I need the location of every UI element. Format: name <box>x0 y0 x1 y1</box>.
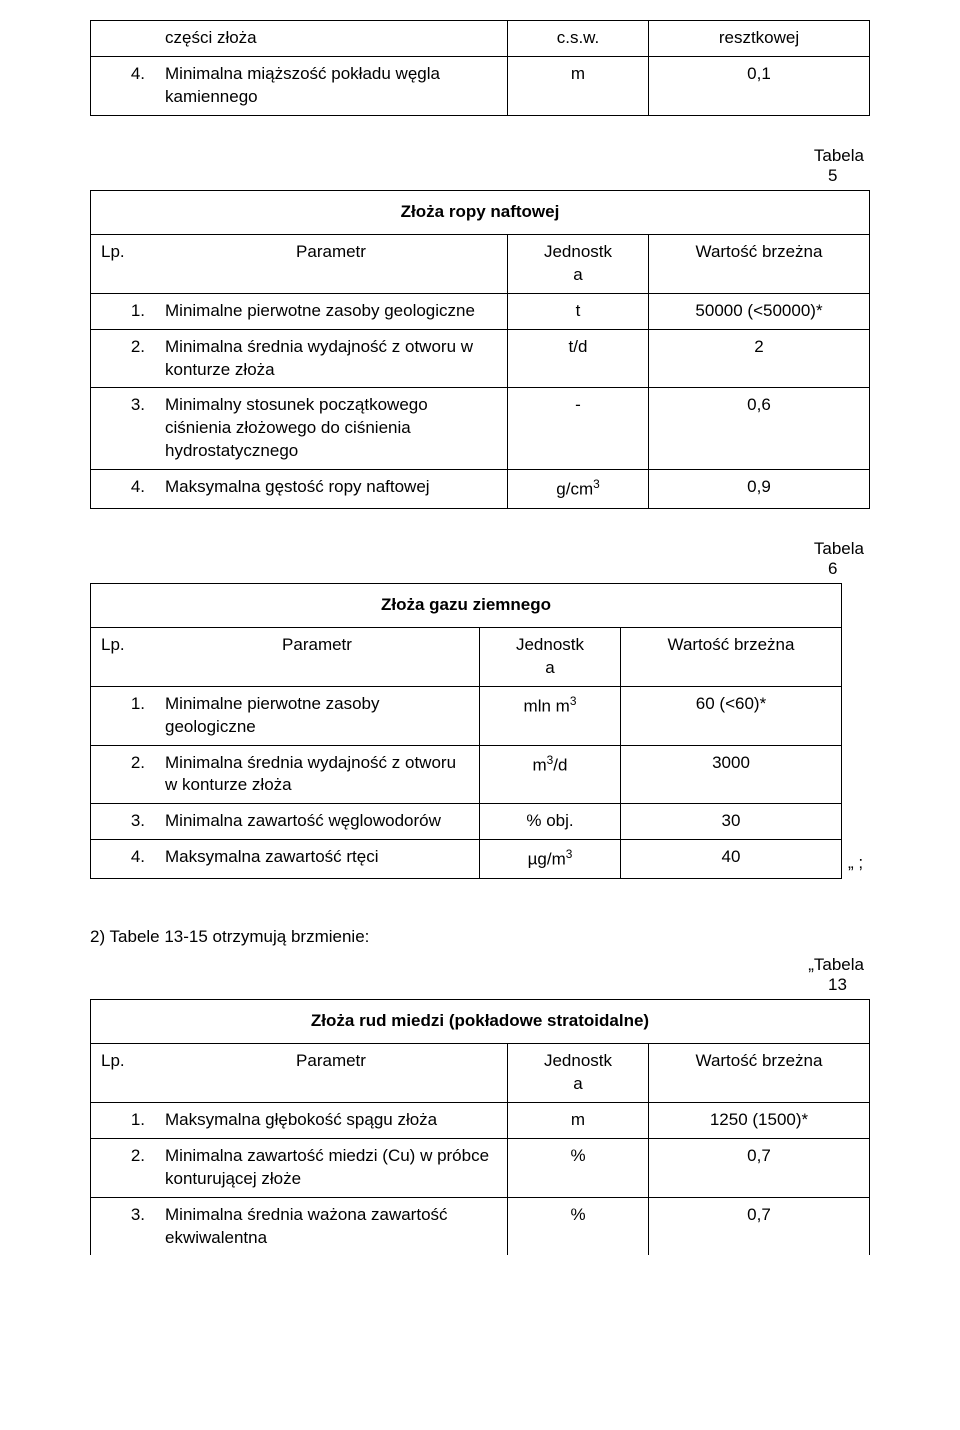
cell-unit: m <box>508 1102 649 1138</box>
table-row: 3. Minimalny stosunek początkowego ciśni… <box>91 388 870 470</box>
cell-unit: t <box>508 293 649 329</box>
head-param: Parametr <box>155 1043 508 1102</box>
cell-val: 3000 <box>621 745 842 804</box>
table-label-5: Tabela 5 <box>90 146 870 186</box>
cell-unit: t/d <box>508 329 649 388</box>
cell-lp: 4. <box>91 56 156 115</box>
table-row: 4. Minimalna miąższość pokładu węgla kam… <box>91 56 870 115</box>
table-title: Złoża ropy naftowej <box>91 190 870 234</box>
cell-val: 0,7 <box>649 1138 870 1197</box>
cell-param: Maksymalna głębokość spągu złoża <box>155 1102 508 1138</box>
head-unit: Jednostk a <box>508 234 649 293</box>
cell-val: 60 (<60)* <box>621 686 842 745</box>
cell-param: części złoża <box>155 21 508 57</box>
head-val: Wartość brzeżna <box>649 1043 870 1102</box>
label-word: „Tabela <box>808 955 864 974</box>
trailing-punct: „ ; <box>842 853 863 873</box>
cell-val: 0,9 <box>649 470 870 509</box>
table-label-13: „Tabela 13 <box>90 955 870 995</box>
table-row: 1. Minimalne pierwotne zasoby geologiczn… <box>91 293 870 329</box>
table-6: Złoża gazu ziemnego Lp. Parametr Jednost… <box>90 583 842 879</box>
table-head-row: Lp. Parametr Jednostk a Wartość brzeżna <box>91 627 842 686</box>
cell-lp: 1. <box>91 1102 156 1138</box>
table-5: Złoża ropy naftowej Lp. Parametr Jednost… <box>90 190 870 509</box>
cell-lp: 3. <box>91 388 156 470</box>
cell-lp: 2. <box>91 745 156 804</box>
cell-param: Minimalna średnia wydajność z otworu w k… <box>155 745 480 804</box>
table-row: 2. Minimalna średnia wydajność z otworu … <box>91 329 870 388</box>
cell-unit: c.s.w. <box>508 21 649 57</box>
cell-unit: m <box>508 56 649 115</box>
head-param: Parametr <box>155 627 480 686</box>
cell-val: 1250 (1500)* <box>649 1102 870 1138</box>
cell-val: 2 <box>649 329 870 388</box>
section-heading: 2) Tabele 13-15 otrzymują brzmienie: <box>90 927 870 947</box>
cell-lp: 3. <box>91 1197 156 1255</box>
cell-unit: - <box>508 388 649 470</box>
table-row: 2. Minimalna zawartość miedzi (Cu) w pró… <box>91 1138 870 1197</box>
cell-param: Minimalne pierwotne zasoby geologiczne <box>155 686 480 745</box>
table-title: Złoża gazu ziemnego <box>91 583 842 627</box>
head-val: Wartość brzeżna <box>649 234 870 293</box>
cell-unit: % obj. <box>480 804 621 840</box>
table-head-row: Lp. Parametr Jednostk a Wartość brzeżna <box>91 234 870 293</box>
cell-val: resztkowej <box>649 21 870 57</box>
head-lp: Lp. <box>91 627 156 686</box>
label-num: 13 <box>828 975 864 995</box>
label-num: 6 <box>828 559 864 579</box>
cell-unit: % <box>508 1197 649 1255</box>
head-unit: Jednostk a <box>508 1043 649 1102</box>
cell-lp: 3. <box>91 804 156 840</box>
head-lp: Lp. <box>91 234 156 293</box>
cell-lp: 2. <box>91 1138 156 1197</box>
table-head-row: Lp. Parametr Jednostk a Wartość brzeżna <box>91 1043 870 1102</box>
table-row: 3. Minimalna zawartość węglowodorów % ob… <box>91 804 842 840</box>
cell-lp: 4. <box>91 840 156 879</box>
cell-lp: 4. <box>91 470 156 509</box>
cell-val: 0,7 <box>649 1197 870 1255</box>
table-title: Złoża rud miedzi (pokładowe stratoidalne… <box>91 999 870 1043</box>
cell-val: 0,6 <box>649 388 870 470</box>
cell-unit: m3/d <box>480 745 621 804</box>
head-unit: Jednostk a <box>480 627 621 686</box>
cell-val: 0,1 <box>649 56 870 115</box>
cell-param: Minimalna zawartość miedzi (Cu) w próbce… <box>155 1138 508 1197</box>
cell-unit: % <box>508 1138 649 1197</box>
table-13: Złoża rud miedzi (pokładowe stratoidalne… <box>90 999 870 1256</box>
table-label-6: Tabela 6 <box>90 539 870 579</box>
cell-unit: g/cm3 <box>508 470 649 509</box>
cell-unit: mln m3 <box>480 686 621 745</box>
table-row: 3. Minimalna średnia ważona zawartość ek… <box>91 1197 870 1255</box>
cell-lp: 2. <box>91 329 156 388</box>
table-row: 2. Minimalna średnia wydajność z otworu … <box>91 745 842 804</box>
cell-param: Minimalna średnia wydajność z otworu w k… <box>155 329 508 388</box>
cell-val: 30 <box>621 804 842 840</box>
label-num: 5 <box>828 166 864 186</box>
head-val: Wartość brzeżna <box>621 627 842 686</box>
table-row: 1. Minimalne pierwotne zasoby geologiczn… <box>91 686 842 745</box>
cell-lp: 1. <box>91 686 156 745</box>
cell-lp: 1. <box>91 293 156 329</box>
head-lp: Lp. <box>91 1043 156 1102</box>
cell-param: Maksymalna zawartość rtęci <box>155 840 480 879</box>
label-word: Tabela <box>814 146 864 165</box>
cell-param: Maksymalna gęstość ropy naftowej <box>155 470 508 509</box>
cell-param: Minimalny stosunek początkowego ciśnieni… <box>155 388 508 470</box>
label-word: Tabela <box>814 539 864 558</box>
table-row: 1. Maksymalna głębokość spągu złoża m 12… <box>91 1102 870 1138</box>
cell-val: 40 <box>621 840 842 879</box>
frag-table: części złoża c.s.w. resztkowej 4. Minima… <box>90 20 870 116</box>
cell-param: Minimalne pierwotne zasoby geologiczne <box>155 293 508 329</box>
table-row: 4. Maksymalna gęstość ropy naftowej g/cm… <box>91 470 870 509</box>
cell-param: Minimalna zawartość węglowodorów <box>155 804 480 840</box>
cell-unit: µg/m3 <box>480 840 621 879</box>
head-param: Parametr <box>155 234 508 293</box>
cell-val: 50000 (<50000)* <box>649 293 870 329</box>
table-row: 4. Maksymalna zawartość rtęci µg/m3 40 <box>91 840 842 879</box>
cell-lp <box>91 21 156 57</box>
table-row: części złoża c.s.w. resztkowej <box>91 21 870 57</box>
cell-param: Minimalna średnia ważona zawartość ekwiw… <box>155 1197 508 1255</box>
cell-param: Minimalna miąższość pokładu węgla kamien… <box>155 56 508 115</box>
